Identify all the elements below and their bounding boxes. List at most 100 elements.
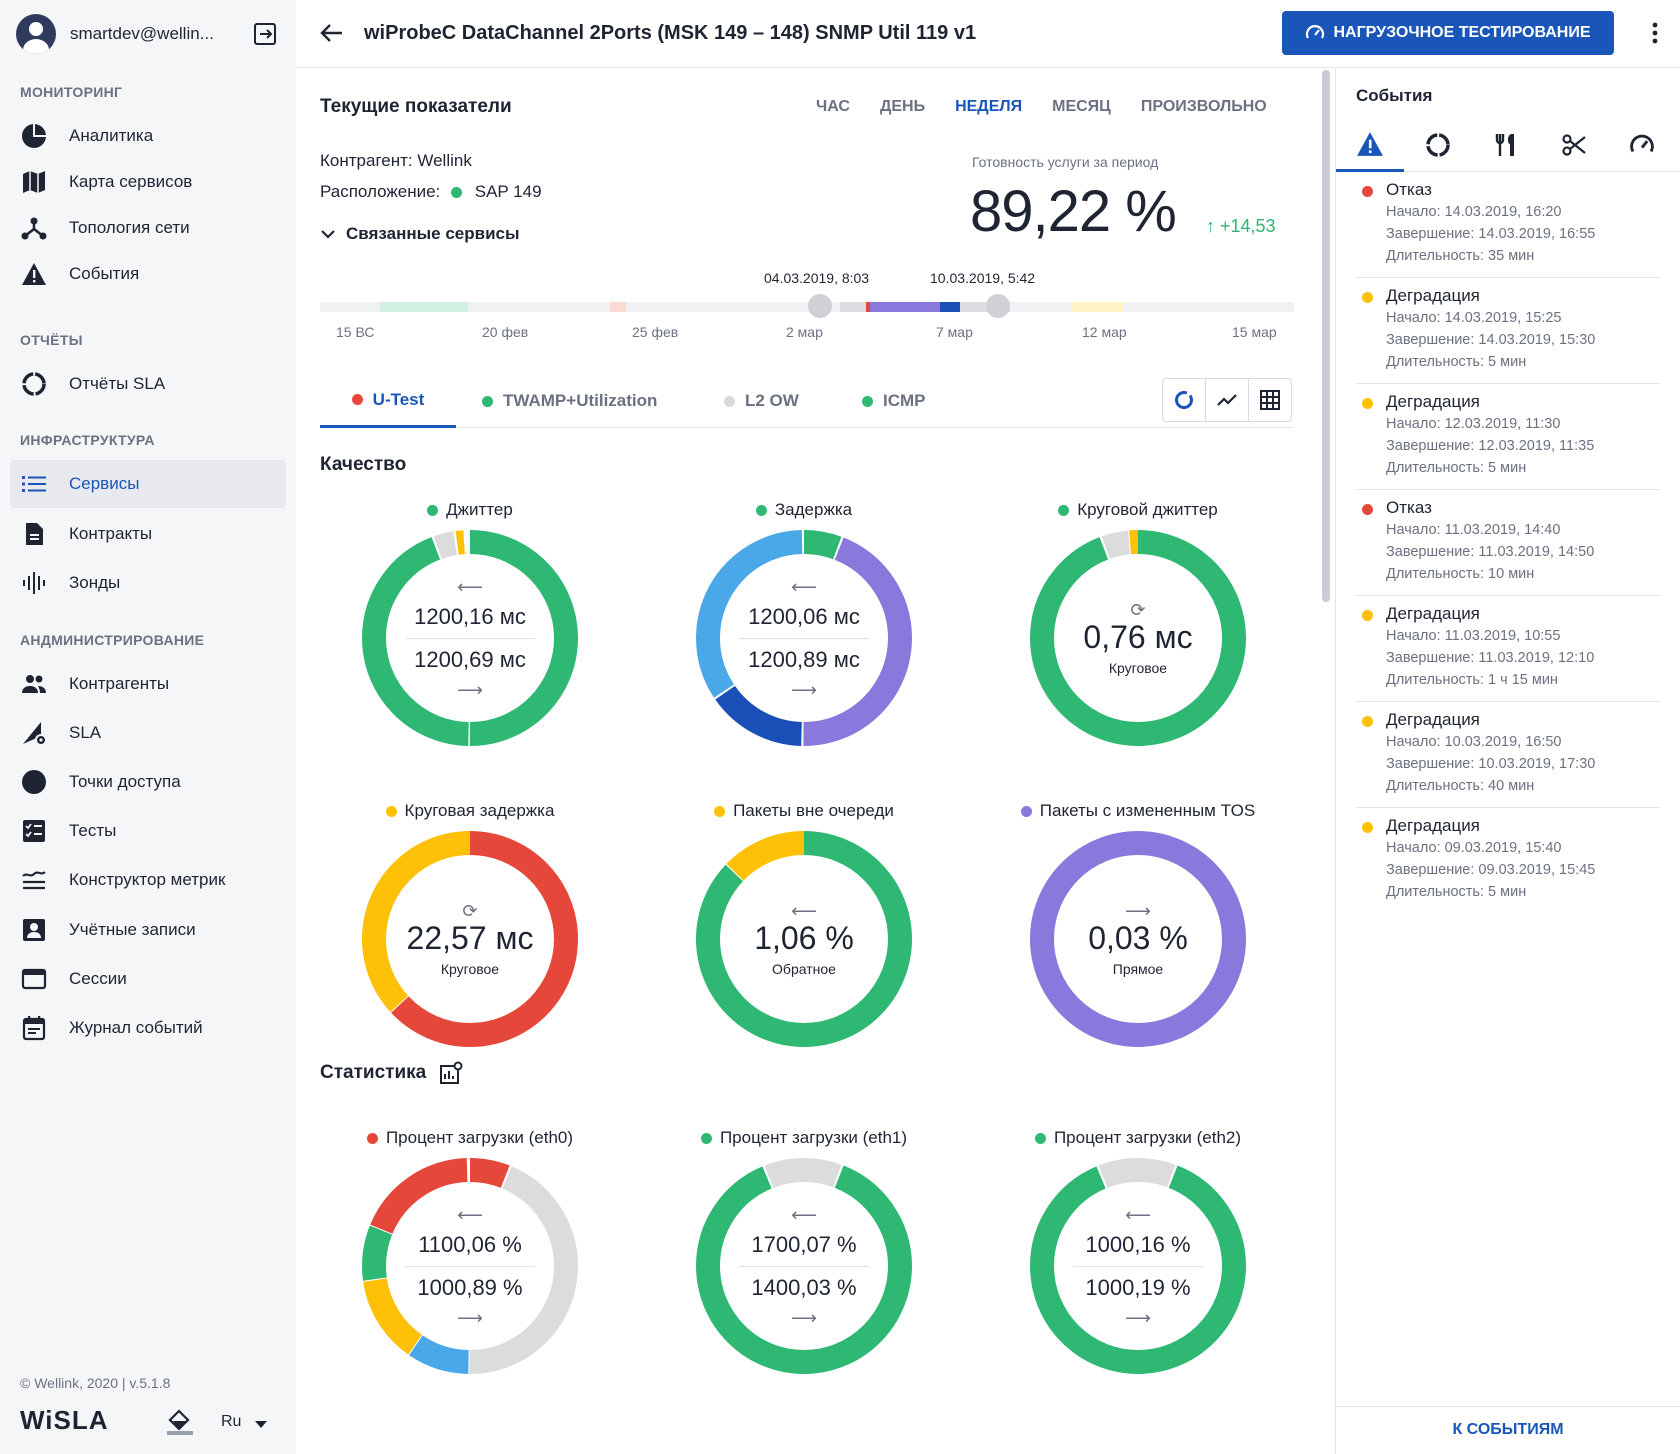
donut-view-button[interactable]: [1163, 379, 1206, 421]
event-duration: Длительность: 1 ч 15 мин: [1386, 672, 1558, 688]
period-week[interactable]: НЕДЕЛЯ: [955, 98, 1023, 115]
tab-l2-ow[interactable]: L2 OW: [724, 374, 799, 428]
nav-item-accounts[interactable]: Учётные записи: [10, 906, 286, 954]
user-block[interactable]: smartdev@wellin...: [16, 14, 286, 54]
tab-label: L2 OW: [745, 391, 799, 410]
timeline-end-handle[interactable]: [986, 294, 1010, 318]
nav-item-access-points[interactable]: Точки доступа: [10, 758, 286, 806]
nav-item-sla-reports[interactable]: Отчёты SLA: [10, 360, 286, 408]
calendar-icon: [20, 1014, 48, 1042]
line-view-button[interactable]: [1206, 379, 1249, 421]
period-month[interactable]: МЕСЯЦ: [1052, 98, 1111, 115]
nav-item-sessions[interactable]: Сессии: [10, 955, 286, 1003]
gauge-subtitle: Круговое: [1108, 659, 1168, 676]
gauge-round-delay[interactable]: Круговая задержка ⟳ 22,57 мс Круговое: [320, 801, 620, 1081]
event-item[interactable]: Деградация Начало: 11.03.2019, 10:55 Зав…: [1356, 596, 1660, 702]
period-day[interactable]: ДЕНЬ: [879, 98, 926, 115]
period-custom[interactable]: ПРОИЗВОЛЬНО: [1140, 98, 1267, 115]
event-end: Завершение: 14.03.2019, 16:55: [1386, 226, 1596, 242]
user-name: smartdev@wellin...: [70, 24, 214, 43]
divider: [405, 1265, 535, 1267]
load-testing-button[interactable]: НАГРУЗОЧНОЕ ТЕСТИРОВАНИЕ: [1282, 11, 1614, 55]
gauge-util-eth2[interactable]: Процент загрузки (eth2) ⟵ 1000,16 % 1000…: [988, 1128, 1288, 1408]
event-duration: Длительность: 5 мин: [1386, 460, 1527, 476]
events-tab-load[interactable]: [1608, 118, 1676, 172]
nav-item-topology[interactable]: Топология сети: [10, 204, 286, 252]
to-events-link[interactable]: К СОБЫТИЯМ: [1452, 1421, 1564, 1438]
events-tab-sla[interactable]: [1404, 118, 1472, 172]
donut-chart: [362, 1158, 578, 1374]
nav-item-metric-builder[interactable]: Конструктор метрик: [10, 856, 286, 904]
events-tab-cuts[interactable]: [1540, 118, 1608, 172]
donut-icon: [1175, 391, 1193, 409]
event-item[interactable]: Деградация Начало: 12.03.2019, 11:30 Зав…: [1356, 384, 1660, 490]
donut-chart: [696, 831, 912, 1047]
gauge-out-of-order[interactable]: Пакеты вне очереди ⟵ 1,06 % Обратное: [654, 801, 954, 1081]
nav-item-event-log[interactable]: Журнал событий: [10, 1004, 286, 1052]
event-item[interactable]: Отказ Начало: 14.03.2019, 16:20 Завершен…: [1356, 172, 1660, 278]
tab-icmp[interactable]: ICMP: [862, 374, 926, 428]
related-services-toggle[interactable]: Связанные сервисы: [320, 224, 520, 244]
events-tab-alerts[interactable]: [1336, 118, 1404, 172]
donut-segment: [696, 530, 912, 746]
timeline-segment: [1072, 302, 1124, 312]
avatar[interactable]: [16, 14, 56, 54]
page-title: wiProbeC DataChannel 2Ports (MSK 149 – 1…: [364, 22, 977, 44]
nav-item-probes[interactable]: Зонды: [10, 559, 286, 607]
gauge-tos-changed[interactable]: Пакеты с измененным TOS ⟶ 0,03 % Прямое: [988, 801, 1288, 1081]
donut-segment: [1030, 831, 1246, 1047]
nav-item-events[interactable]: События: [10, 250, 286, 298]
tab-u-test[interactable]: U-Test: [320, 374, 456, 428]
quality-title: Качество: [320, 454, 407, 475]
timeline-bar[interactable]: [320, 302, 1294, 312]
donut-chart: [362, 530, 578, 746]
nav-item-services[interactable]: Сервисы: [10, 460, 286, 508]
tab-twamp[interactable]: TWAMP+Utilization: [482, 374, 657, 428]
back-arrow-icon[interactable]: [318, 20, 344, 46]
nav-label: Аналитика: [69, 126, 154, 145]
gauge-util-eth1[interactable]: Процент загрузки (eth1) ⟵ 1700,07 % 1400…: [654, 1128, 954, 1408]
nav-item-sla[interactable]: SLA: [10, 709, 286, 757]
nav-item-analytics[interactable]: Аналитика: [10, 112, 286, 160]
more-vert-icon[interactable]: [1642, 20, 1668, 46]
logout-icon[interactable]: [252, 21, 278, 47]
nav-item-service-map[interactable]: Карта сервисов: [10, 158, 286, 206]
gauge-util-eth0[interactable]: Процент загрузки (eth0) ⟵ 1100,06 % 1000…: [320, 1128, 620, 1408]
gauge-dot: [1034, 1133, 1046, 1145]
divider: [405, 637, 535, 639]
gauge-delay[interactable]: Задержка ⟵ 1200,06 мс 1200,89 мс ⟶: [654, 500, 954, 780]
event-item[interactable]: Деградация Начало: 14.03.2019, 15:25 Зав…: [1356, 278, 1660, 384]
gauge-title: Процент загрузки (eth0): [385, 1128, 574, 1147]
gauge-jitter[interactable]: Джиттер ⟵ 1200,16 мс 1200,69 мс ⟶: [320, 500, 620, 780]
nav-item-contractors[interactable]: Контрагенты: [10, 660, 286, 708]
event-item[interactable]: Деградация Начало: 10.03.2019, 16:50 Зав…: [1356, 702, 1660, 808]
donut-segment: [1030, 1158, 1246, 1374]
event-status-dot: [1362, 610, 1373, 621]
language-select[interactable]: Ru: [221, 1413, 242, 1430]
event-type: Деградация: [1386, 604, 1480, 623]
gauge-value: 22,57 мс: [406, 919, 534, 956]
nav-label: Конструктор метрик: [69, 870, 226, 889]
chevron-down-icon[interactable]: [255, 1421, 267, 1428]
event-item[interactable]: Отказ Начало: 11.03.2019, 14:40 Завершен…: [1356, 490, 1660, 596]
events-tab-maintenance[interactable]: [1472, 118, 1540, 172]
gauge-label: Джиттер: [320, 500, 620, 520]
main-scrollbar[interactable]: [1322, 70, 1330, 602]
event-item[interactable]: Деградация Начало: 09.03.2019, 15:40 Зав…: [1356, 808, 1660, 914]
timeline-start-handle[interactable]: [808, 294, 832, 318]
paint-bucket-icon[interactable]: [165, 1406, 195, 1436]
table-view-button[interactable]: [1249, 379, 1291, 421]
nav-item-contracts[interactable]: Контракты: [10, 510, 286, 558]
period-hour[interactable]: ЧАС: [816, 98, 850, 115]
gauge-round-jitter[interactable]: Круговой джиттер ⟳ 0,76 мс Круговое: [988, 500, 1288, 780]
availability-value: 89,22 %: [970, 179, 1177, 244]
arrow-right-icon: ⟶: [1125, 900, 1151, 921]
events-title: События: [1356, 86, 1433, 105]
gauge-values: ⟵ 1200,06 мс 1200,89 мс ⟶: [696, 530, 912, 746]
nav-item-tests[interactable]: Тесты: [10, 807, 286, 855]
event-status-dot: [1362, 504, 1373, 515]
donut-segment: [362, 1158, 578, 1374]
gauge-back-value: 1200,16 мс: [414, 603, 526, 629]
arrow-left-icon: ⟵: [1125, 1204, 1151, 1225]
stats-settings-icon[interactable]: [438, 1060, 464, 1086]
